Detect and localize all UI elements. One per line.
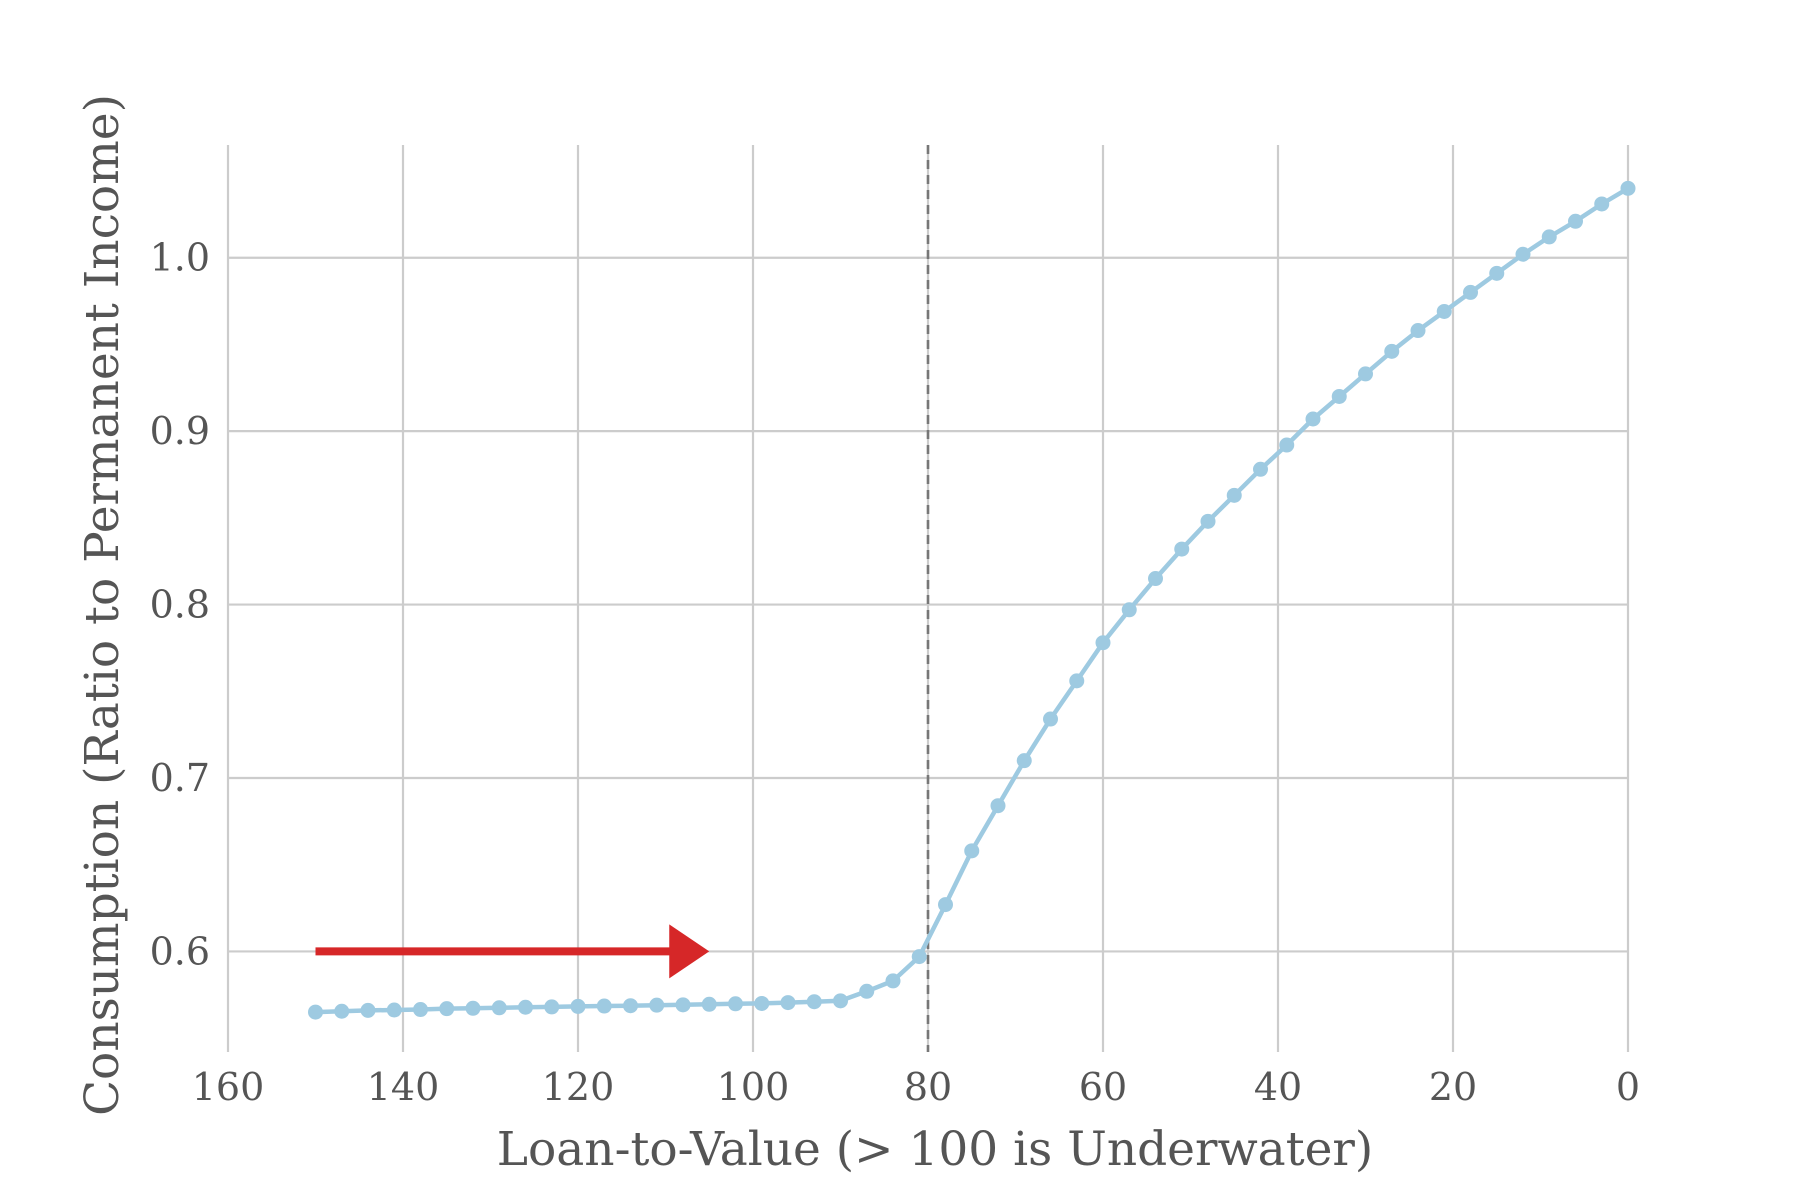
series-group <box>308 180 1636 1020</box>
data-point <box>1384 343 1400 359</box>
data-point <box>885 973 901 989</box>
data-point <box>386 1002 402 1018</box>
data-point <box>439 1001 455 1017</box>
data-point <box>1069 673 1085 689</box>
data-point <box>334 1003 350 1019</box>
data-point <box>649 997 665 1013</box>
data-point <box>465 1000 481 1016</box>
data-point <box>1410 323 1426 339</box>
data-point <box>964 843 980 859</box>
data-point <box>1568 213 1583 229</box>
x-tick-label: 60 <box>1079 1065 1127 1109</box>
y-tick-label: 0.7 <box>150 756 210 800</box>
data-point <box>308 1004 323 1020</box>
data-point <box>544 999 560 1015</box>
data-point <box>1331 388 1347 404</box>
data-point <box>1358 366 1373 382</box>
data-point <box>1463 284 1478 300</box>
data-point <box>833 993 848 1009</box>
y-axis-label: Consumption (Ratio to Permanent Income) <box>75 94 130 1116</box>
x-axis-label: Loan-to-Value (> 100 is Underwater) <box>497 1122 1373 1177</box>
data-point <box>911 949 927 965</box>
y-tick-label: 0.6 <box>150 929 210 973</box>
data-point <box>1121 602 1137 618</box>
y-tick-label: 0.9 <box>150 409 210 453</box>
data-point <box>1436 303 1452 319</box>
data-point <box>728 996 743 1012</box>
data-point <box>360 1002 376 1018</box>
y-tick-label: 1.0 <box>150 236 210 280</box>
y-tick-label: 0.8 <box>150 583 210 627</box>
data-point <box>1541 229 1557 245</box>
data-point <box>596 998 612 1014</box>
data-point <box>1043 711 1058 727</box>
data-point <box>806 994 822 1010</box>
x-tick-label: 40 <box>1254 1065 1302 1109</box>
data-point <box>1305 411 1321 427</box>
x-tick-label: 100 <box>717 1065 790 1109</box>
x-tick-label: 160 <box>192 1065 265 1109</box>
data-point <box>754 995 770 1011</box>
data-point <box>859 983 875 999</box>
data-point <box>1279 437 1295 453</box>
data-point <box>413 1002 428 1018</box>
data-point <box>623 998 638 1014</box>
x-tick-label: 0 <box>1616 1065 1640 1109</box>
data-point <box>1200 513 1216 529</box>
data-point <box>1594 196 1610 212</box>
data-point <box>675 997 691 1013</box>
data-point <box>1148 571 1163 587</box>
data-point <box>491 1000 507 1016</box>
x-tick-label: 120 <box>542 1065 615 1109</box>
data-point <box>938 897 953 913</box>
x-tick-label: 80 <box>904 1065 952 1109</box>
data-point <box>1489 265 1505 281</box>
tick-labels: 160 140 120 100 80 60 40 20 0 0.6 0.7 0.8 0.9 1.0 <box>150 236 1641 1109</box>
data-point <box>1095 635 1111 651</box>
data-point <box>780 995 796 1011</box>
data-point <box>701 996 717 1012</box>
annotation-group <box>315 924 710 979</box>
arrow-head-icon <box>669 924 710 979</box>
x-tick-label: 20 <box>1429 1065 1477 1109</box>
data-point <box>1174 541 1190 557</box>
data-point <box>570 998 586 1014</box>
data-point <box>1253 461 1268 477</box>
data-point <box>1016 753 1032 769</box>
data-point <box>1226 487 1242 503</box>
x-tick-label: 140 <box>367 1065 440 1109</box>
data-point <box>990 798 1006 814</box>
data-point <box>518 999 533 1015</box>
series-line <box>313 186 1631 1015</box>
data-point <box>1620 180 1636 196</box>
data-point <box>1515 246 1531 262</box>
